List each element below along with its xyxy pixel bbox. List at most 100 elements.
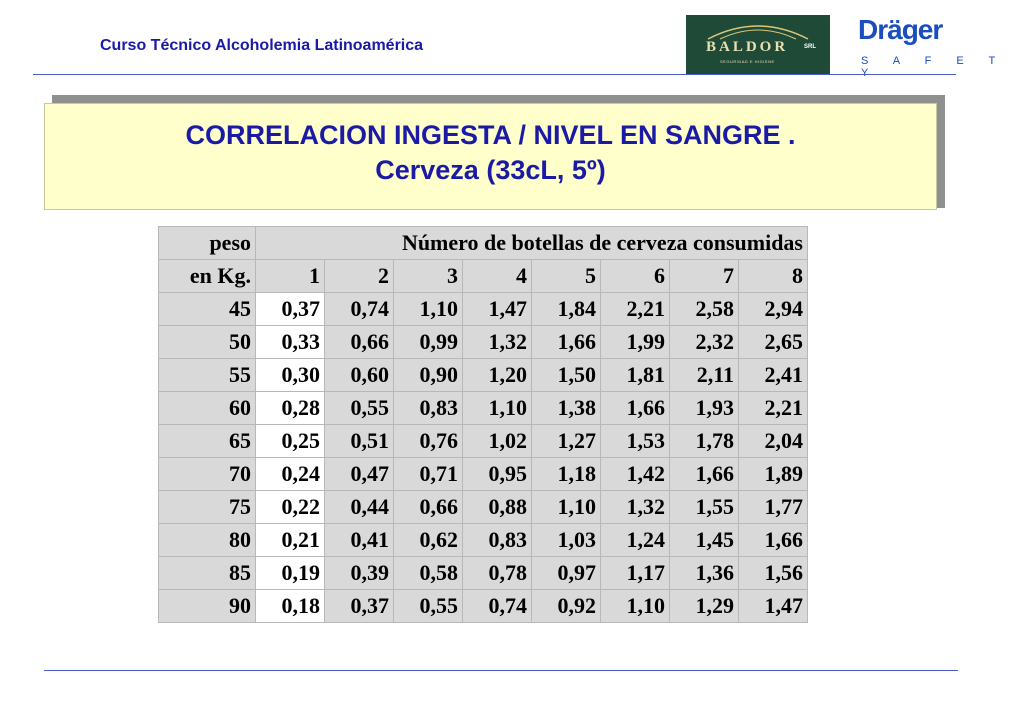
value-cell: 1,99 xyxy=(600,325,670,359)
value-cell: 0,99 xyxy=(393,325,463,359)
column-header: 8 xyxy=(738,259,808,293)
group-heading: Número de botellas de cerveza consumidas xyxy=(255,226,808,260)
value-cell: 1,42 xyxy=(600,457,670,491)
value-cell: 0,18 xyxy=(255,589,325,623)
peso-cell: 85 xyxy=(158,556,256,590)
value-cell: 0,58 xyxy=(393,556,463,590)
value-cell: 2,21 xyxy=(600,292,670,326)
value-cell: 1,20 xyxy=(462,358,532,392)
value-cell: 0,25 xyxy=(255,424,325,458)
value-cell: 0,28 xyxy=(255,391,325,425)
value-cell: 0,22 xyxy=(255,490,325,524)
peso-cell: 70 xyxy=(158,457,256,491)
value-cell: 1,45 xyxy=(669,523,739,557)
value-cell: 0,41 xyxy=(324,523,394,557)
value-cell: 1,89 xyxy=(738,457,808,491)
value-cell: 0,90 xyxy=(393,358,463,392)
value-cell: 2,58 xyxy=(669,292,739,326)
value-cell: 1,38 xyxy=(531,391,601,425)
value-cell: 0,39 xyxy=(324,556,394,590)
value-cell: 0,74 xyxy=(324,292,394,326)
peso-cell: 45 xyxy=(158,292,256,326)
value-cell: 1,78 xyxy=(669,424,739,458)
value-cell: 0,33 xyxy=(255,325,325,359)
value-cell: 0,74 xyxy=(462,589,532,623)
value-cell: 0,55 xyxy=(393,589,463,623)
value-cell: 0,51 xyxy=(324,424,394,458)
value-cell: 0,55 xyxy=(324,391,394,425)
value-cell: 1,10 xyxy=(531,490,601,524)
peso-cell: 65 xyxy=(158,424,256,458)
value-cell: 0,44 xyxy=(324,490,394,524)
table-row: 65 0,25 0,51 0,76 1,02 1,27 1,53 1,78 2,04 xyxy=(158,424,808,458)
value-cell: 0,21 xyxy=(255,523,325,557)
value-cell: 0,83 xyxy=(462,523,532,557)
row-header-label: peso xyxy=(158,226,256,260)
value-cell: 0,60 xyxy=(324,358,394,392)
baldor-logo: BALDOR SRL SEGURIDAD E HIGIENE xyxy=(686,15,830,75)
value-cell: 0,83 xyxy=(393,391,463,425)
value-cell: 2,94 xyxy=(738,292,808,326)
value-cell: 0,92 xyxy=(531,589,601,623)
value-cell: 1,81 xyxy=(600,358,670,392)
value-cell: 0,66 xyxy=(393,490,463,524)
column-header: 4 xyxy=(462,259,532,293)
value-cell: 1,56 xyxy=(738,556,808,590)
table-row: 45 0,37 0,74 1,10 1,47 1,84 2,21 2,58 2,94 xyxy=(158,292,808,326)
column-header: 1 xyxy=(255,259,325,293)
value-cell: 1,47 xyxy=(462,292,532,326)
slide-title-line1: CORRELACION INGESTA / NIVEL EN SANGRE . xyxy=(185,120,796,150)
value-cell: 0,88 xyxy=(462,490,532,524)
drager-tagline: S A F E T Y xyxy=(861,55,1007,79)
value-cell: 1,24 xyxy=(600,523,670,557)
baldor-tagline: SEGURIDAD E HIGIENE xyxy=(720,59,775,64)
value-cell: 1,66 xyxy=(531,325,601,359)
table-header-row: peso Número de botellas de cerveza consu… xyxy=(158,226,808,260)
peso-cell: 80 xyxy=(158,523,256,557)
value-cell: 1,77 xyxy=(738,490,808,524)
value-cell: 0,78 xyxy=(462,556,532,590)
value-cell: 1,10 xyxy=(462,391,532,425)
peso-cell: 55 xyxy=(158,358,256,392)
baldor-arc-icon xyxy=(707,25,809,40)
value-cell: 2,21 xyxy=(738,391,808,425)
value-cell: 0,62 xyxy=(393,523,463,557)
baldor-name: BALDOR xyxy=(706,39,789,55)
value-cell: 0,37 xyxy=(255,292,325,326)
value-cell: 2,65 xyxy=(738,325,808,359)
value-cell: 1,03 xyxy=(531,523,601,557)
table-row: 60 0,28 0,55 0,83 1,10 1,38 1,66 1,93 2,21 xyxy=(158,391,808,425)
value-cell: 1,53 xyxy=(600,424,670,458)
value-cell: 1,84 xyxy=(531,292,601,326)
column-header: 6 xyxy=(600,259,670,293)
peso-cell: 90 xyxy=(158,589,256,623)
value-cell: 1,55 xyxy=(669,490,739,524)
value-cell: 0,47 xyxy=(324,457,394,491)
slide-title-box: CORRELACION INGESTA / NIVEL EN SANGRE . … xyxy=(44,103,937,210)
value-cell: 0,71 xyxy=(393,457,463,491)
value-cell: 1,02 xyxy=(462,424,532,458)
table-row: 90 0,18 0,37 0,55 0,74 0,92 1,10 1,29 1,47 xyxy=(158,589,808,623)
value-cell: 1,93 xyxy=(669,391,739,425)
slide-title-line2: Cerveza (33cL, 5º) xyxy=(375,155,606,185)
value-cell: 1,29 xyxy=(669,589,739,623)
value-cell: 1,18 xyxy=(531,457,601,491)
value-cell: 1,36 xyxy=(669,556,739,590)
value-cell: 2,32 xyxy=(669,325,739,359)
correlation-table: peso Número de botellas de cerveza consu… xyxy=(158,226,808,623)
value-cell: 0,24 xyxy=(255,457,325,491)
table-row: 50 0,33 0,66 0,99 1,32 1,66 1,99 2,32 2,65 xyxy=(158,325,808,359)
value-cell: 1,32 xyxy=(600,490,670,524)
value-cell: 1,10 xyxy=(393,292,463,326)
course-title: Curso Técnico Alcoholemia Latinoamérica xyxy=(100,37,424,54)
value-cell: 0,37 xyxy=(324,589,394,623)
table-row: 55 0,30 0,60 0,90 1,20 1,50 1,81 2,11 2,41 xyxy=(158,358,808,392)
value-cell: 1,32 xyxy=(462,325,532,359)
table-row: 80 0,21 0,41 0,62 0,83 1,03 1,24 1,45 1,66 xyxy=(158,523,808,557)
value-cell: 1,66 xyxy=(669,457,739,491)
drager-logo: Dräger xyxy=(858,14,943,45)
value-cell: 1,17 xyxy=(600,556,670,590)
value-cell: 1,27 xyxy=(531,424,601,458)
value-cell: 0,19 xyxy=(255,556,325,590)
